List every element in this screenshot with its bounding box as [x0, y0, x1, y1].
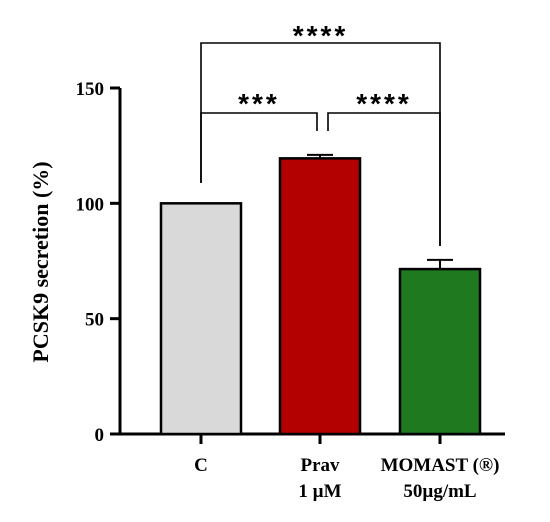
- x-tick-label: 50µg/mL: [403, 481, 476, 502]
- y-tick-label: 150: [76, 79, 105, 100]
- x-tick-label: C: [194, 455, 208, 476]
- bar: [278, 157, 362, 436]
- significance-bracket: [200, 42, 441, 246]
- significance-label: ****: [356, 88, 412, 119]
- x-tick-label: MOMAST (®): [381, 455, 500, 476]
- x-tick-label: 1 µM: [298, 481, 341, 502]
- y-tick-label: 0: [95, 425, 105, 446]
- bar: [398, 267, 482, 436]
- y-tick-label: 100: [76, 194, 105, 215]
- significance-label: ***: [238, 88, 280, 119]
- y-tick-label: 50: [85, 310, 104, 331]
- x-tick-label: Prav: [300, 455, 340, 476]
- bar: [159, 202, 243, 436]
- significance-label: ****: [293, 20, 349, 51]
- y-axis-label: PCSK9 secretion (%): [28, 161, 53, 362]
